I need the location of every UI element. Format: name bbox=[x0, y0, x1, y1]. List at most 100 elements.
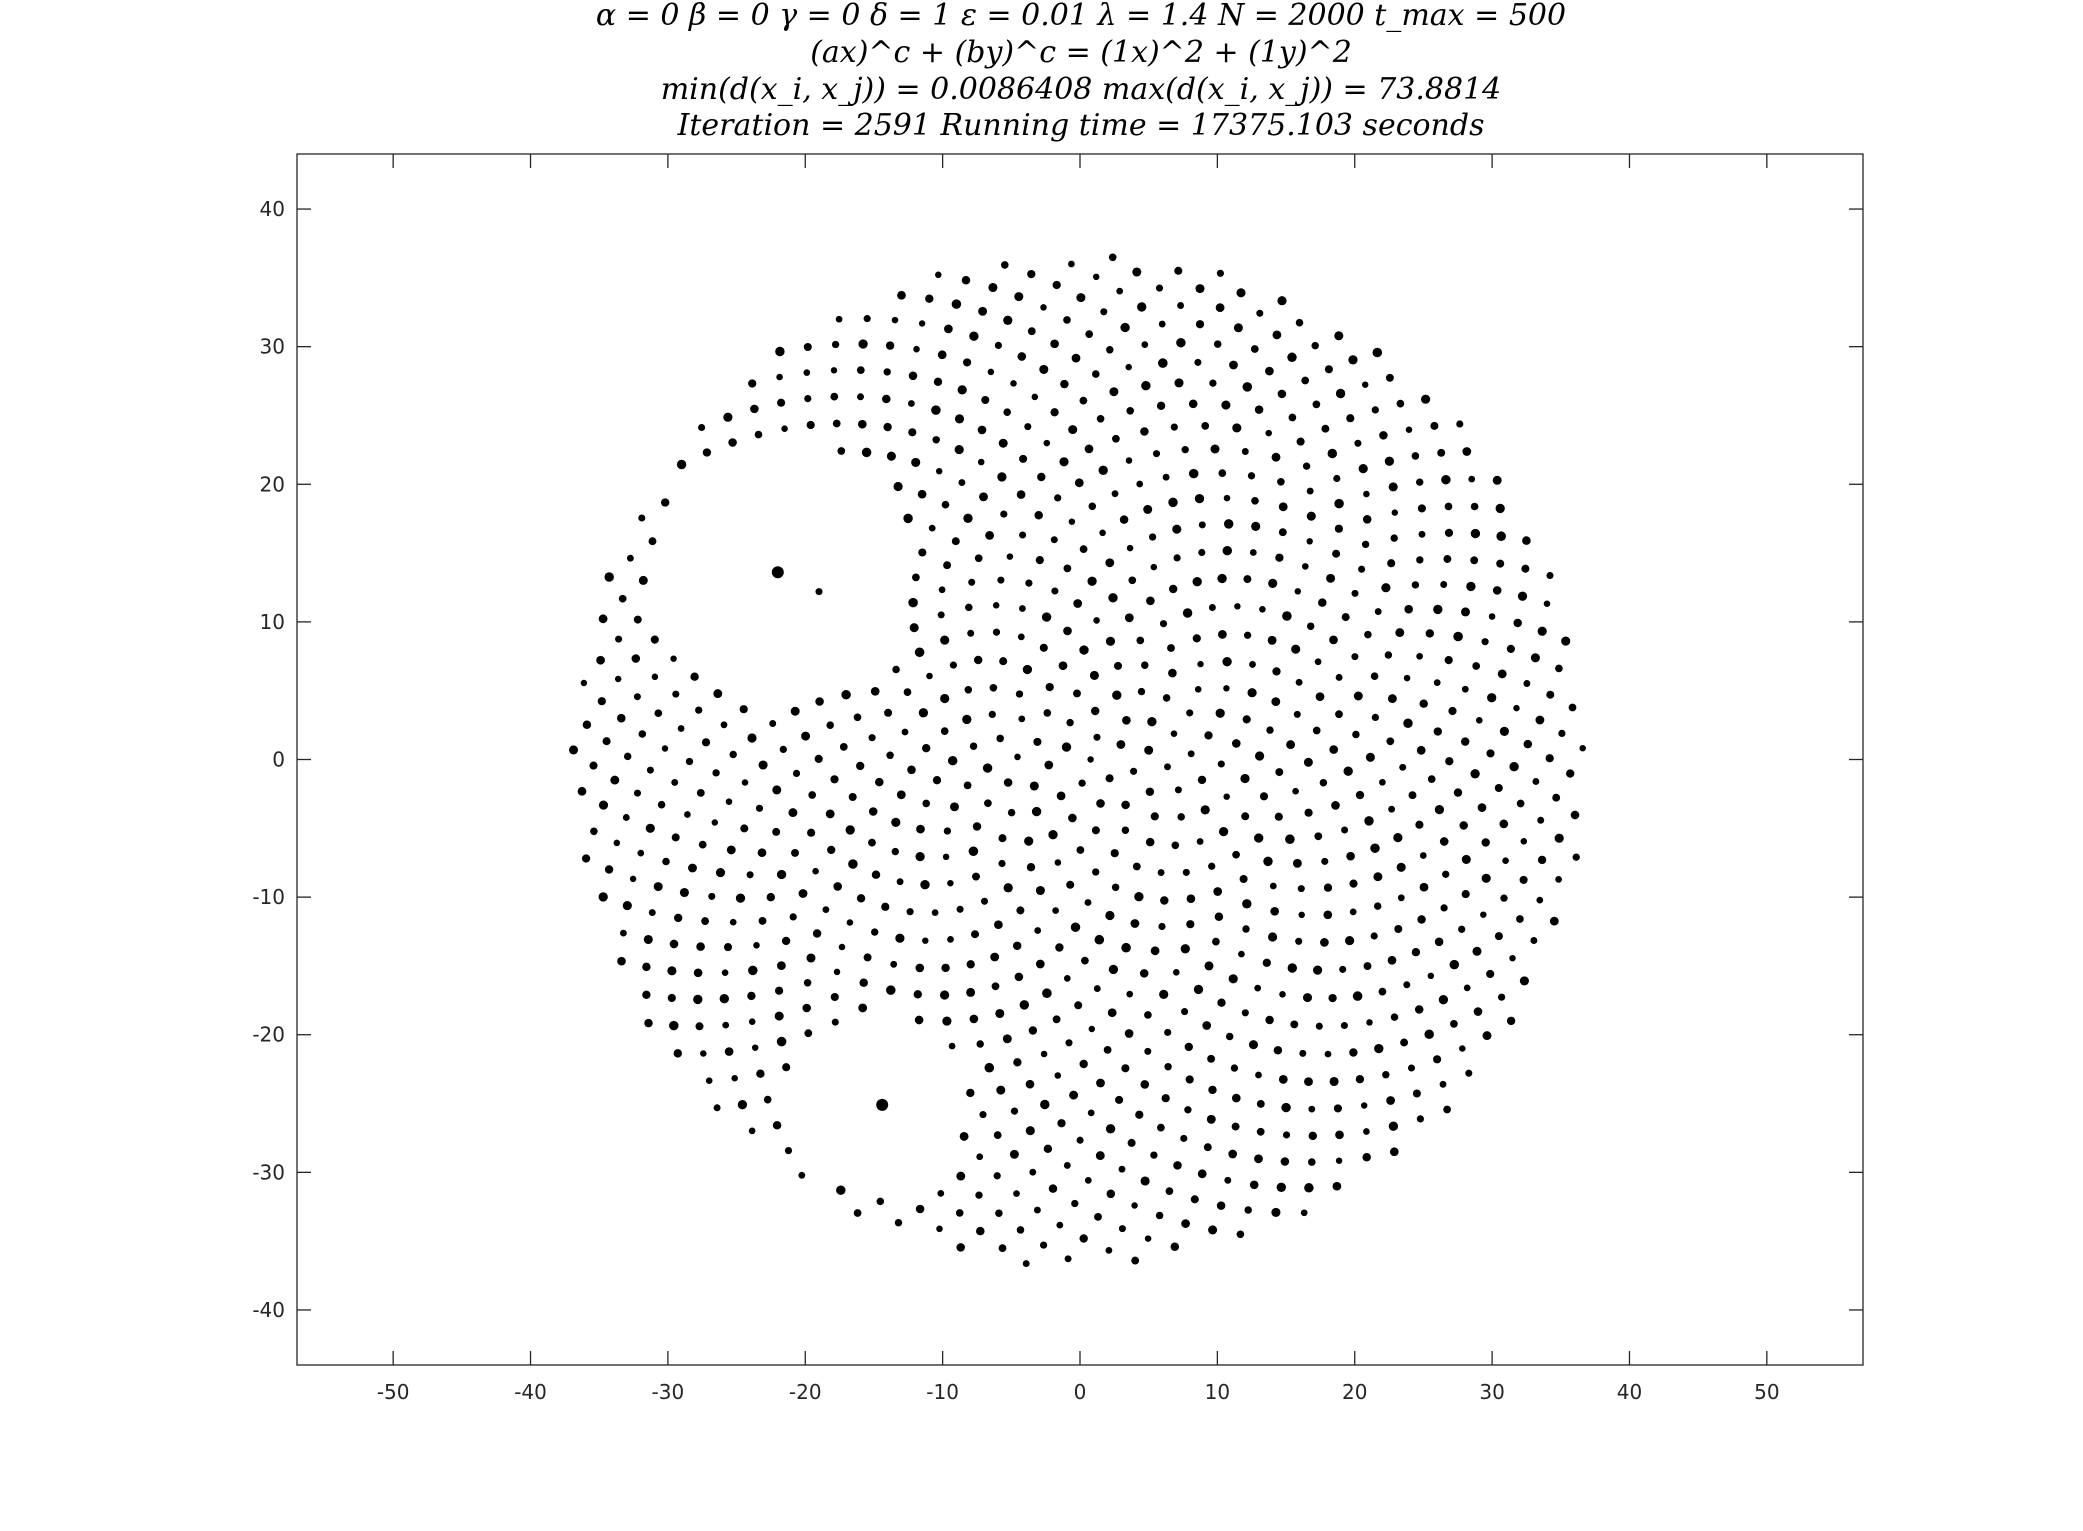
scatter-point bbox=[1281, 1102, 1291, 1113]
scatter-point bbox=[895, 933, 905, 943]
scatter-point bbox=[1100, 308, 1108, 316]
scatter-point bbox=[1125, 363, 1132, 371]
scatter-point bbox=[1096, 1078, 1105, 1088]
scatter-point bbox=[1079, 545, 1088, 553]
scatter-point bbox=[1022, 1260, 1030, 1268]
scatter-point bbox=[1197, 1169, 1207, 1179]
scatter-point bbox=[1170, 730, 1178, 737]
scatter-point bbox=[1530, 937, 1538, 944]
scatter-point bbox=[1306, 487, 1314, 495]
scatter-point bbox=[1043, 1144, 1053, 1154]
scatter-point bbox=[1366, 1019, 1373, 1026]
scatter-point bbox=[1320, 938, 1329, 947]
scatter-point bbox=[695, 1022, 704, 1031]
scatter-point bbox=[1374, 608, 1382, 616]
scatter-point bbox=[925, 294, 934, 303]
scatter-point bbox=[830, 367, 838, 374]
scatter-point bbox=[857, 393, 864, 401]
scatter-point bbox=[648, 909, 656, 917]
scatter-point bbox=[1016, 906, 1025, 915]
scatter-point bbox=[922, 937, 929, 944]
scatter-point bbox=[1090, 706, 1100, 716]
scatter-point bbox=[936, 1225, 943, 1233]
scatter-point bbox=[1496, 559, 1505, 568]
scatter-point bbox=[1126, 406, 1135, 415]
scatter-point bbox=[1180, 1134, 1188, 1142]
scatter-point bbox=[1480, 911, 1487, 918]
scatter-point bbox=[1213, 887, 1223, 896]
scatter-point bbox=[915, 963, 925, 973]
scatter-point bbox=[1242, 925, 1250, 933]
scatter-point bbox=[1265, 1015, 1274, 1025]
scatter-point bbox=[747, 991, 756, 1001]
scatter-point bbox=[958, 479, 966, 487]
scatter-point bbox=[1056, 1221, 1064, 1229]
scatter-point bbox=[1050, 408, 1059, 417]
scatter-point bbox=[1437, 448, 1446, 457]
scatter-point bbox=[1271, 1207, 1281, 1217]
scatter-point bbox=[1545, 754, 1554, 763]
scatter-point bbox=[822, 906, 830, 913]
scatter-point bbox=[1040, 1099, 1050, 1110]
scatter-point bbox=[1414, 1005, 1424, 1014]
scatter-point bbox=[712, 769, 720, 777]
scatter-point bbox=[1270, 906, 1280, 916]
scatter-point bbox=[856, 894, 866, 903]
scatter-point bbox=[940, 635, 950, 645]
scatter-point bbox=[1332, 549, 1341, 558]
scatter-point bbox=[1105, 774, 1114, 783]
scatter-point bbox=[1520, 838, 1528, 845]
scatter-point bbox=[725, 798, 733, 805]
scatter-point bbox=[1112, 434, 1120, 443]
scatter-point bbox=[1282, 611, 1292, 621]
scatter-point bbox=[1262, 958, 1271, 967]
scatter-point bbox=[995, 1209, 1003, 1217]
scatter-point bbox=[1217, 760, 1225, 768]
scatter-point bbox=[739, 705, 748, 714]
scatter-point bbox=[1444, 655, 1453, 665]
scatter-point bbox=[748, 1127, 756, 1135]
scatter-point bbox=[620, 929, 627, 937]
scatter-point bbox=[1200, 805, 1210, 815]
scatter-point bbox=[1060, 379, 1069, 389]
scatter-point bbox=[705, 1077, 713, 1085]
scatter-point bbox=[1105, 1246, 1113, 1254]
scatter-point bbox=[903, 513, 913, 524]
scatter-point bbox=[1068, 260, 1075, 268]
scatter-point bbox=[638, 730, 647, 738]
scatter-point bbox=[1466, 581, 1476, 592]
scatter-point bbox=[1019, 605, 1026, 612]
scatter-point bbox=[1427, 775, 1436, 783]
scatter-point bbox=[937, 350, 947, 360]
scatter-point bbox=[994, 341, 1002, 349]
scatter-point bbox=[1340, 1021, 1348, 1030]
scatter-point bbox=[1228, 974, 1238, 984]
scatter-point bbox=[582, 720, 592, 730]
scatter-point bbox=[908, 428, 917, 437]
scatter-point bbox=[728, 438, 737, 447]
scatter-point bbox=[1157, 869, 1165, 877]
scatter-point bbox=[1187, 750, 1195, 758]
scatter-point bbox=[1315, 1022, 1323, 1030]
scatter-point bbox=[669, 939, 679, 949]
scatter-point bbox=[1255, 1071, 1262, 1079]
y-tick-label: 30 bbox=[260, 335, 285, 359]
scatter-point bbox=[1108, 964, 1119, 975]
scatter-point bbox=[1321, 424, 1330, 433]
scatter-point-large bbox=[876, 1098, 889, 1111]
scatter-point bbox=[1536, 896, 1544, 904]
scatter-point bbox=[1306, 622, 1315, 630]
scatter-point bbox=[1335, 388, 1346, 399]
scatter-point bbox=[1530, 653, 1540, 663]
scatter-point bbox=[1181, 1008, 1189, 1016]
scatter-point bbox=[580, 679, 588, 687]
scatter-point bbox=[963, 781, 972, 790]
scatter-point bbox=[1271, 452, 1281, 462]
scatter-point bbox=[1282, 1131, 1291, 1139]
scatter-point bbox=[1513, 618, 1522, 628]
scatter-point bbox=[1122, 715, 1131, 725]
scatter-point bbox=[1073, 689, 1081, 698]
scatter-point bbox=[631, 654, 641, 663]
scatter-point bbox=[1371, 406, 1379, 414]
scatter-point bbox=[1279, 991, 1286, 998]
